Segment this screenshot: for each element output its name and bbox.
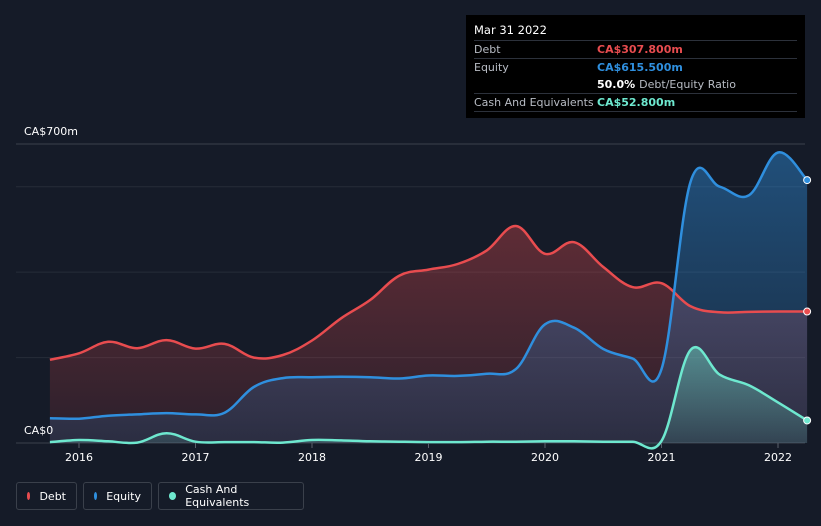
tooltip-cash-value: CA$52.800m <box>597 96 676 109</box>
equity-end-point <box>803 176 812 185</box>
legend-debt-label: Debt <box>39 489 66 503</box>
x-tick-label: 2021 <box>648 451 676 464</box>
equity-area <box>49 152 808 443</box>
tooltip-equity-label: Equity <box>474 61 509 74</box>
tooltip-cash-row: Cash And Equivalents CA$52.800m <box>474 93 797 112</box>
legend-cash-swatch <box>169 492 177 500</box>
series-lines <box>49 151 809 450</box>
legend-debt-swatch <box>27 492 31 500</box>
tooltip-ratio-value: 50.0% <box>597 78 636 91</box>
debt-end-point <box>803 307 812 316</box>
legend-cash-label: Cash And Equivalents <box>185 483 250 509</box>
tooltip-debt-label: Debt <box>474 43 501 56</box>
legend-equity[interactable]: Equity <box>83 482 152 510</box>
series-end-markers <box>803 176 812 425</box>
y-axis-max-label: CA$700m <box>24 125 78 138</box>
x-tick-label: 2018 <box>298 451 326 464</box>
x-tick-label: 2017 <box>182 451 210 464</box>
tooltip-ratio-label: Debt/Equity Ratio <box>639 78 736 91</box>
cash-and-equivalents-end-point <box>803 416 812 425</box>
tooltip-date: Mar 31 2022 <box>474 23 547 37</box>
tooltip-equity-row: Equity CA$615.500m <box>474 58 797 76</box>
tooltip-ratio-row: 50.0% Debt/Equity Ratio <box>474 76 797 93</box>
cash-and-equivalents-line <box>49 346 808 450</box>
legend-equity-swatch <box>94 492 98 500</box>
tooltip-equity-value: CA$615.500m <box>597 61 683 74</box>
legend-cash[interactable]: Cash And Equivalents <box>158 482 304 510</box>
x-tick-label: 2019 <box>415 451 443 464</box>
legend-equity-label: Equity <box>106 489 141 503</box>
y-axis-zero-label: CA$0 <box>24 424 54 437</box>
tooltip-cash-label: Cash And Equivalents <box>474 96 594 109</box>
legend-debt[interactable]: Debt <box>16 482 77 510</box>
x-tick-label: 2022 <box>764 451 792 464</box>
x-tick-label: 2016 <box>65 451 93 464</box>
x-axis-ticks: 2016 2017 2018 2019 2020 2021 2022 <box>65 443 792 464</box>
cash-and-equivalents-area <box>49 347 808 449</box>
data-tooltip: Mar 31 2022 Debt CA$307.800m Equity CA$6… <box>466 15 805 118</box>
equity-line <box>49 151 809 421</box>
debt-line <box>49 224 808 361</box>
tooltip-debt-value: CA$307.800m <box>597 43 683 56</box>
x-tick-label: 2020 <box>531 451 559 464</box>
tooltip-debt-row: Debt CA$307.800m <box>474 40 797 58</box>
series-areas <box>49 152 808 449</box>
